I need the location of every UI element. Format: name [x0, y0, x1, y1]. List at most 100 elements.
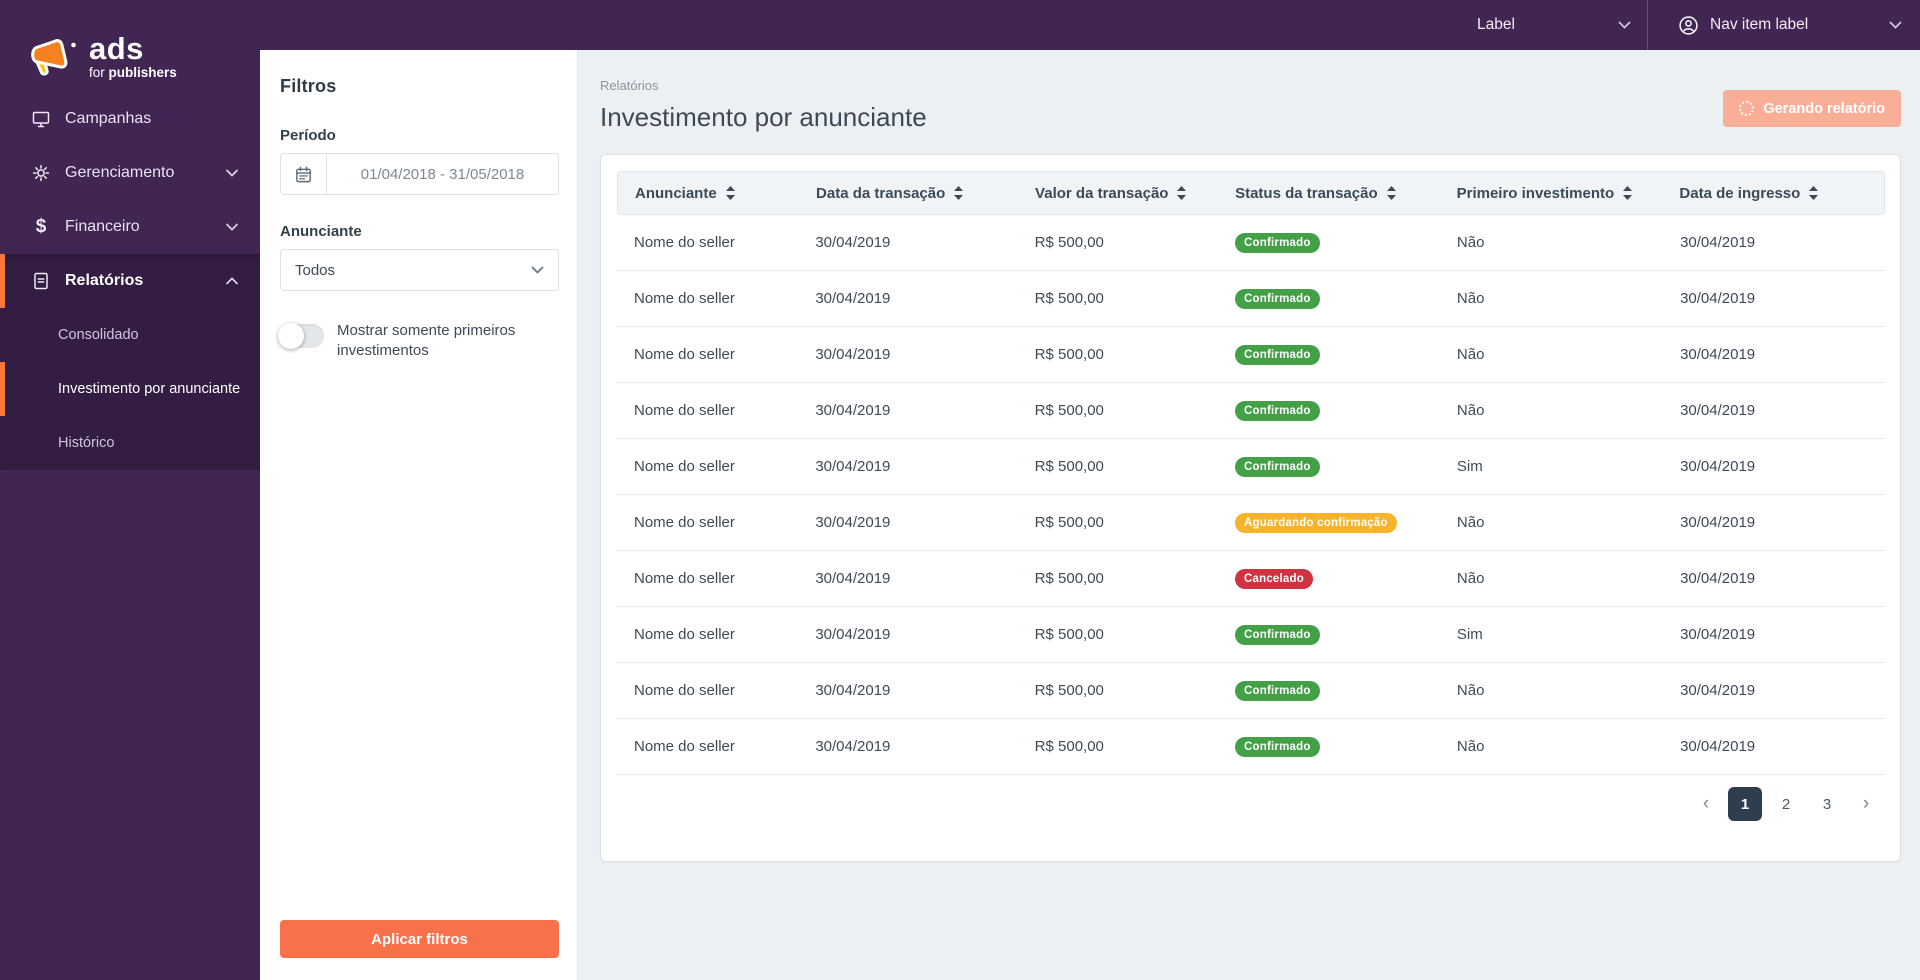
sort-icon	[954, 186, 964, 200]
transaction-date-cell: 30/04/2019	[815, 346, 891, 363]
sidebar-subitem-label: Consolidado	[58, 327, 139, 343]
transaction-status-cell: Confirmado	[1218, 680, 1440, 701]
topbar-user-text: Nav item label	[1710, 16, 1809, 33]
transaction-value-cell: R$ 500,00	[1034, 346, 1104, 363]
column-header-primeiro-investimento[interactable]: Primeiro investimento	[1440, 185, 1663, 202]
advertiser-select[interactable]: Todos	[280, 249, 559, 291]
status-badge: Confirmado	[1235, 400, 1320, 421]
period-date-range-input[interactable]	[280, 153, 559, 195]
status-badge: Confirmado	[1235, 624, 1320, 645]
advertiser-cell: Nome do seller	[634, 458, 735, 475]
sidebar-item-campanhas[interactable]: Campanhas	[0, 92, 260, 146]
dollar-icon: $	[35, 216, 47, 237]
transaction-date-cell: 30/04/2019	[815, 402, 891, 419]
calendar-icon	[281, 154, 327, 194]
sort-icon	[1386, 186, 1396, 200]
topbar-label-dropdown[interactable]: Label	[1345, 0, 1647, 50]
table-row: Nome do seller 30/04/2019 R$ 500,00 Confirm…	[617, 383, 1885, 439]
first-investment-cell: Não	[1456, 514, 1485, 531]
first-investment-cell: Sim	[1456, 458, 1483, 475]
sidebar-item-gerenciamento[interactable]: Gerenciamento	[0, 146, 260, 200]
pagination-prev-icon[interactable]: ‹	[1702, 793, 1710, 814]
join-date-cell: 30/04/2019	[1680, 290, 1756, 307]
generating-report-button[interactable]: Gerando relatório	[1723, 90, 1901, 127]
column-header-anunciante[interactable]: Anunciante	[618, 185, 799, 202]
topbar-divider	[1647, 0, 1648, 50]
advertiser-cell: Nome do seller	[634, 234, 735, 251]
sidebar-subitem-consolidado[interactable]: Consolidado	[0, 308, 260, 362]
first-investments-toggle-row: Mostrar somente primeiros investimentos	[278, 321, 559, 360]
spinner-icon	[1739, 101, 1755, 116]
page-header: Relatórios Investimento por anunciante G…	[578, 50, 1920, 133]
transaction-value-cell: R$ 500,00	[1034, 402, 1104, 419]
megaphone-icon	[28, 36, 78, 80]
table-row: Nome do seller 30/04/2019 R$ 500,00 Confirm…	[617, 607, 1885, 663]
table-row: Nome do seller 30/04/2019 R$ 500,00 Cancela…	[617, 551, 1885, 607]
table-row: Nome do seller 30/04/2019 R$ 500,00 Confirm…	[617, 271, 1885, 327]
pagination-page-1[interactable]: 1	[1728, 787, 1762, 821]
pagination-page-2[interactable]: 2	[1781, 795, 1791, 813]
advertiser-select-value: Todos	[295, 261, 336, 279]
transaction-value-cell: R$ 500,00	[1034, 290, 1104, 307]
toggle-label: Mostrar somente primeiros investimentos	[337, 322, 516, 359]
pagination: ‹ 1 2 3 ›	[617, 787, 1885, 821]
join-date-cell: 30/04/2019	[1680, 234, 1756, 251]
sidebar-subitem-investimento-por-anunciante[interactable]: Investimento por anunciante	[0, 362, 260, 416]
first-investment-cell: Sim	[1456, 626, 1483, 643]
first-investment-cell: Não	[1456, 738, 1485, 755]
sidebar-item-financeiro[interactable]: $ Financeiro	[0, 200, 260, 254]
first-investment-cell: Não	[1456, 234, 1485, 251]
status-badge: Confirmado	[1235, 736, 1320, 757]
chevron-down-icon	[226, 223, 238, 231]
first-investment-cell: Não	[1456, 402, 1485, 419]
transaction-date-cell: 30/04/2019	[815, 514, 891, 531]
sidebar-subitem-historico[interactable]: Histórico	[0, 416, 260, 470]
period-value-field[interactable]	[327, 154, 558, 194]
transaction-value-cell: R$ 500,00	[1034, 570, 1104, 587]
sort-icon	[1809, 186, 1819, 200]
transaction-status-cell: Confirmado	[1218, 344, 1440, 365]
sidebar-item-relatorios[interactable]: Relatórios	[0, 254, 260, 308]
chevron-down-icon	[226, 169, 238, 177]
generating-report-label: Gerando relatório	[1763, 100, 1885, 117]
transaction-value-cell: R$ 500,00	[1034, 626, 1104, 643]
chevron-down-icon	[1618, 21, 1631, 29]
join-date-cell: 30/04/2019	[1680, 402, 1756, 419]
topbar-user-dropdown[interactable]: Nav item label	[1648, 0, 1920, 50]
column-header-valor-da-transacao[interactable]: Valor da transação	[1018, 185, 1218, 202]
column-header-data-da-transacao[interactable]: Data da transação	[799, 185, 1018, 202]
advertiser-cell: Nome do seller	[634, 346, 735, 363]
sidebar-item-label: Financeiro	[65, 218, 140, 235]
join-date-cell: 30/04/2019	[1680, 738, 1756, 755]
transaction-date-cell: 30/04/2019	[815, 290, 891, 307]
pagination-page-3[interactable]: 3	[1822, 795, 1832, 813]
toggle-knob	[278, 323, 304, 349]
transaction-date-cell: 30/04/2019	[815, 738, 891, 755]
column-header-data-de-ingresso[interactable]: Data de ingresso	[1662, 185, 1884, 202]
transaction-date-cell: 30/04/2019	[815, 626, 891, 643]
column-header-status-da-transacao[interactable]: Status da transação	[1218, 185, 1440, 202]
transaction-value-cell: R$ 500,00	[1034, 682, 1104, 699]
transaction-status-cell: Aguardando confirmação	[1218, 512, 1440, 533]
first-investment-cell: Não	[1456, 346, 1485, 363]
transaction-status-cell: Confirmado	[1218, 232, 1440, 253]
status-badge: Confirmado	[1235, 456, 1320, 477]
transaction-status-cell: Confirmado	[1218, 400, 1440, 421]
sort-icon	[1177, 186, 1187, 200]
transaction-value-cell: R$ 500,00	[1034, 514, 1104, 531]
first-investments-toggle[interactable]	[278, 323, 324, 349]
status-badge: Confirmado	[1235, 288, 1320, 309]
sidebar-item-label: Campanhas	[65, 110, 152, 127]
advertiser-label: Anunciante	[280, 223, 362, 240]
gear-icon	[30, 163, 52, 183]
app-logo: ads for publishers	[0, 0, 260, 92]
sidebar-item-label: Gerenciamento	[65, 164, 175, 181]
breadcrumb[interactable]: Relatórios	[600, 78, 659, 93]
status-badge: Confirmado	[1235, 680, 1320, 701]
main-content: Relatórios Investimento por anunciante G…	[578, 50, 1920, 980]
apply-filters-button[interactable]: Aplicar filtros	[280, 920, 559, 958]
join-date-cell: 30/04/2019	[1680, 682, 1756, 699]
pagination-next-icon[interactable]: ›	[1862, 793, 1870, 814]
transaction-status-cell: Confirmado	[1218, 288, 1440, 309]
transaction-date-cell: 30/04/2019	[815, 458, 891, 475]
